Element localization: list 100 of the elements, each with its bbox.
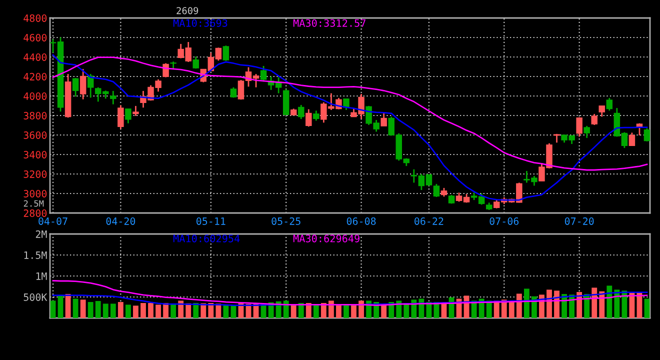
- bar: [125, 304, 131, 318]
- bar: [65, 294, 71, 318]
- bar: [148, 303, 154, 318]
- bar: [592, 288, 598, 318]
- y-tick-label: 4600: [24, 34, 47, 42]
- x-tick-label: 04-07: [38, 217, 68, 225]
- x-tick-label: 05-25: [272, 217, 300, 225]
- bar: [306, 303, 312, 318]
- bar: [396, 300, 402, 318]
- bar: [118, 302, 124, 318]
- bar: [200, 303, 206, 318]
- bar: [95, 300, 101, 318]
- candlestick: [628, 132, 636, 146]
- candlestick: [598, 105, 606, 118]
- bar: [313, 304, 319, 318]
- bar: [80, 300, 86, 318]
- candlestick: [282, 88, 290, 116]
- y-tick-label: 3000: [24, 190, 47, 198]
- bar: [193, 303, 199, 318]
- bar: [50, 300, 56, 318]
- text: MA30:629649: [293, 234, 360, 242]
- candlestick: [433, 183, 440, 198]
- bar: [58, 295, 64, 318]
- text: 2.5M: [24, 200, 44, 207]
- candlestick: [298, 104, 304, 120]
- y-tick-label: 3600: [24, 131, 47, 139]
- y-tick-label: 3200: [24, 170, 47, 178]
- candlestick: [644, 128, 650, 142]
- candlestick: [125, 108, 132, 124]
- bar: [178, 300, 184, 318]
- y-tick-label: 4800: [24, 14, 47, 22]
- candlestick: [110, 90, 116, 105]
- bar: [163, 303, 168, 318]
- bar: [644, 298, 650, 318]
- candlestick: [606, 97, 613, 112]
- candlestick: [343, 98, 350, 111]
- text: MA10:602954: [173, 234, 240, 242]
- x-tick-label: 07-20: [564, 217, 594, 225]
- bar: [328, 300, 334, 318]
- candlestick: [132, 105, 139, 117]
- bar: [404, 303, 410, 318]
- y-tick-label: 4400: [24, 53, 47, 61]
- candlestick: [584, 125, 590, 139]
- bar: [170, 304, 176, 318]
- candlestick: [380, 112, 387, 127]
- text: MA10:3693: [173, 19, 228, 27]
- bar: [524, 288, 530, 318]
- candlestick: [170, 60, 176, 70]
- y-tick-label: 1M: [36, 272, 47, 280]
- bar: [606, 286, 612, 318]
- bar: [72, 298, 78, 318]
- x-tick-label: 06-08: [346, 217, 376, 225]
- y-tick-label: 4200: [24, 72, 47, 80]
- bar: [336, 304, 342, 318]
- bar: [554, 290, 560, 318]
- bar: [411, 300, 417, 318]
- candlestick: [313, 110, 320, 122]
- x-tick-label: 04-20: [106, 217, 136, 225]
- y-tick-label: 2M: [36, 230, 47, 238]
- candlestick: [118, 104, 124, 130]
- bar: [290, 304, 296, 318]
- y-tick-label: 4000: [24, 92, 47, 100]
- x-tick-label: 05-11: [196, 217, 226, 225]
- bar: [223, 304, 229, 318]
- x-tick-label: 07-06: [490, 217, 519, 225]
- bar: [208, 303, 214, 318]
- bar: [140, 303, 146, 318]
- y-tick-label: 3800: [24, 112, 47, 120]
- candlestick: [591, 113, 598, 126]
- y-tick-label: 2800: [24, 209, 47, 217]
- candlestick: [306, 108, 312, 128]
- bar: [381, 304, 387, 318]
- bar: [584, 294, 590, 318]
- bar: [344, 304, 349, 318]
- line-series: [52, 56, 648, 171]
- bar: [358, 300, 364, 318]
- candlestick: [72, 77, 79, 98]
- bar: [156, 304, 161, 318]
- y-tick-label: 1.5M: [24, 252, 47, 259]
- bar: [320, 303, 326, 318]
- line-series: [52, 280, 648, 306]
- bar: [102, 304, 108, 318]
- x-tick-label: 06-22: [414, 217, 444, 225]
- y-tick-label: 500K: [24, 293, 48, 301]
- bar: [186, 303, 192, 318]
- candlestick: [222, 44, 230, 62]
- bar: [110, 304, 116, 318]
- text: MA30:3312.57: [293, 19, 366, 27]
- bar: [133, 306, 138, 318]
- chart-title: 2609: [176, 7, 198, 14]
- bar: [88, 302, 94, 318]
- bar: [546, 290, 552, 318]
- candlestick: [80, 68, 86, 100]
- bar: [614, 290, 620, 318]
- bar: [283, 300, 289, 318]
- y-tick-label: 3400: [24, 150, 47, 158]
- candlestick: [576, 116, 582, 138]
- bar: [629, 293, 635, 318]
- candlestick: [260, 65, 267, 82]
- bar: [351, 304, 356, 318]
